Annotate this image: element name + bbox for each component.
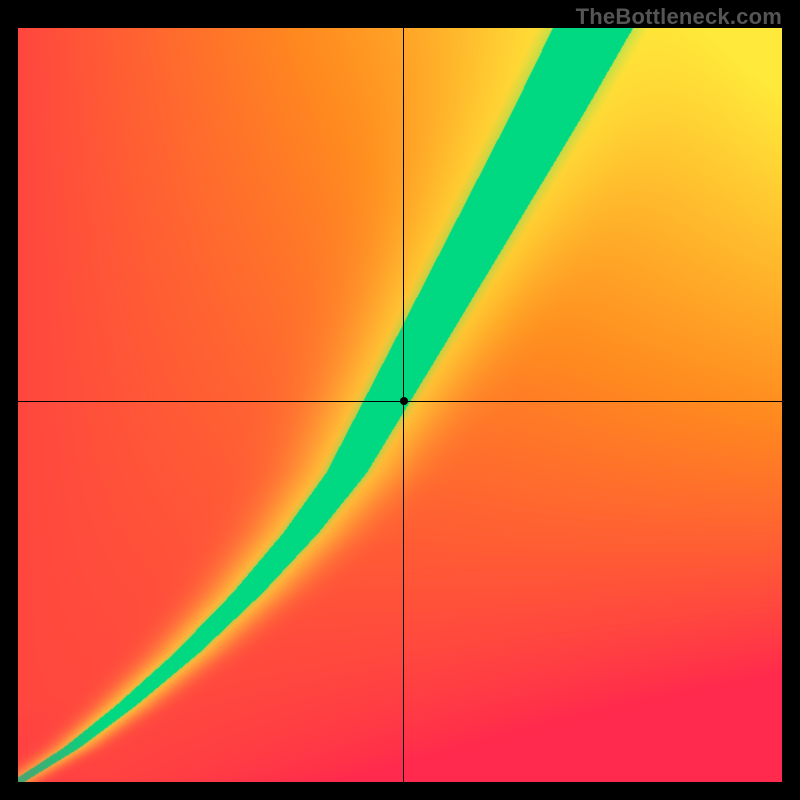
heatmap-canvas (18, 28, 782, 782)
crosshair-dot (400, 397, 408, 405)
watermark-text: TheBottleneck.com (576, 4, 782, 30)
chart-stage: TheBottleneck.com (0, 0, 800, 800)
